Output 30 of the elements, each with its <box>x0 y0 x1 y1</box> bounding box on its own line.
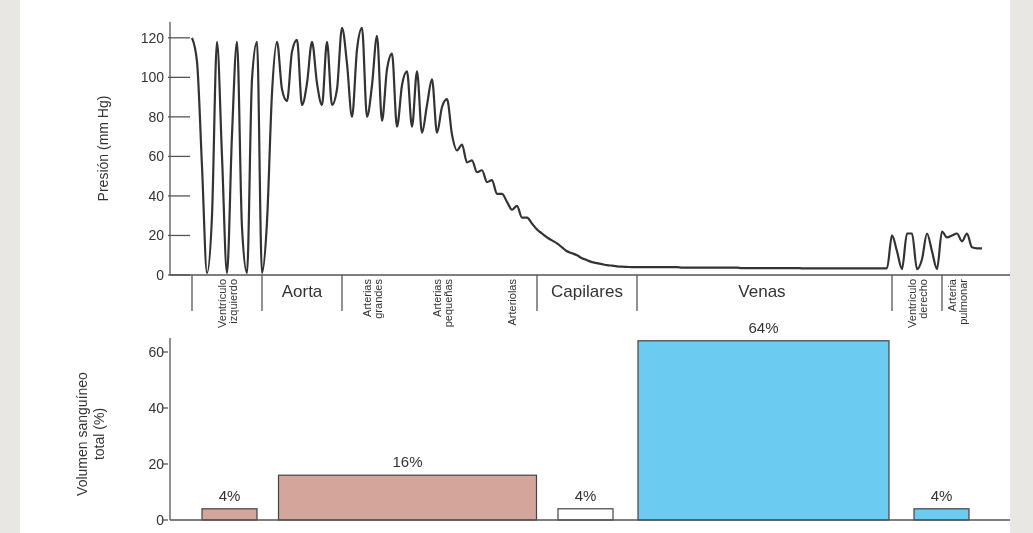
y-tick-label: 100 <box>140 69 165 86</box>
x-tick-label: Arteriolas <box>506 278 518 326</box>
y-tick-label: 0 <box>156 511 165 528</box>
y-tick-label: 60 <box>148 343 165 360</box>
x-tick-label: Ventrículo izquierdo <box>215 279 239 328</box>
y-tick-label: 20 <box>148 227 165 244</box>
bar <box>201 508 258 521</box>
data-label: 16% <box>392 453 423 471</box>
data-label: 4% <box>574 486 597 504</box>
x-tick-label: Ventrículo derecho <box>905 279 929 328</box>
bar <box>557 508 614 521</box>
data-label: 4% <box>930 486 953 504</box>
y-tick-label: 0 <box>156 266 165 283</box>
data-label: 4% <box>218 486 241 504</box>
x-tick-label: Capilares <box>551 282 623 301</box>
y-tick-label: 20 <box>148 455 165 472</box>
y-tick-label: 120 <box>140 29 165 46</box>
x-tick-label: Arterias grandes <box>360 278 384 319</box>
x-tick-label: Arterias pequeñas <box>430 278 454 328</box>
y-tick-label: 80 <box>148 108 165 125</box>
y-axis-title: Presión (mm Hg) <box>95 95 111 202</box>
x-tick-label: Venas <box>738 282 786 301</box>
y-tick-label: 40 <box>148 187 165 204</box>
x-tick-label: Aorta <box>281 282 323 301</box>
data-label: 64% <box>748 318 779 336</box>
bar <box>913 508 970 521</box>
y-tick-label: 40 <box>148 399 165 416</box>
line-series <box>190 26 984 275</box>
y-tick-label: 60 <box>148 148 165 165</box>
y-axis-title: Volumen sanguíneo total (%) <box>74 371 107 496</box>
